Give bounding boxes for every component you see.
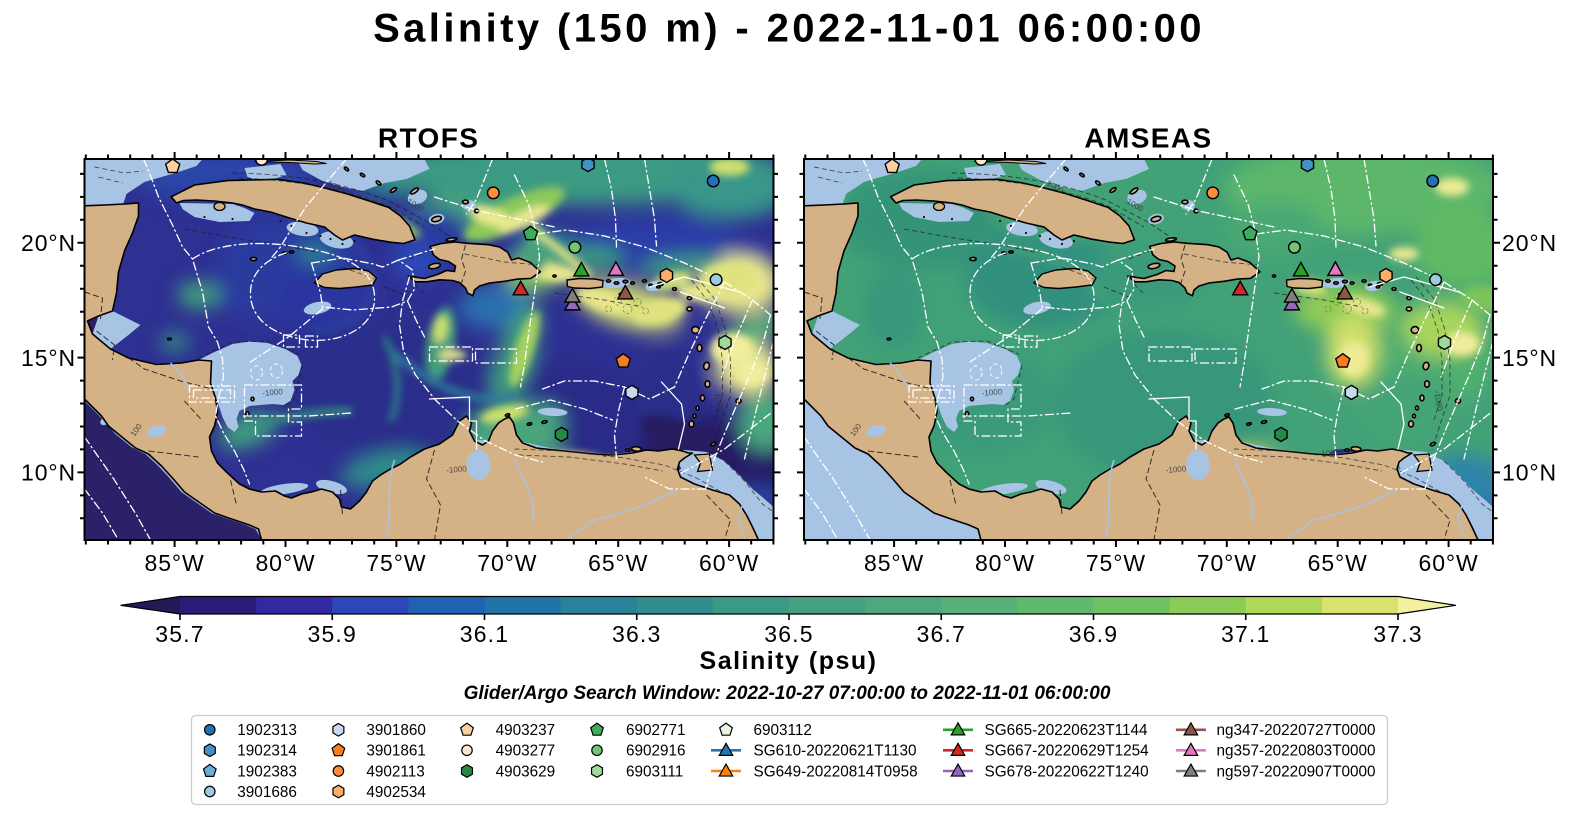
svg-text:4903277: 4903277	[496, 743, 556, 760]
svg-text:SG649-20220814T0958: SG649-20220814T0958	[754, 763, 918, 780]
svg-text:36.5: 36.5	[764, 621, 814, 647]
svg-text:Salinity (psu): Salinity (psu)	[700, 647, 878, 675]
svg-text:1902383: 1902383	[237, 763, 297, 780]
svg-text:3901860: 3901860	[366, 722, 426, 739]
svg-text:65°W: 65°W	[588, 550, 648, 576]
svg-text:80°W: 80°W	[975, 550, 1035, 576]
svg-text:SG678-20220622T1240: SG678-20220622T1240	[985, 763, 1149, 780]
svg-text:1902314: 1902314	[237, 743, 297, 760]
svg-text:10°N: 10°N	[1502, 460, 1557, 486]
svg-text:Salinity (150 m) - 2022-11-01: Salinity (150 m) - 2022-11-01 06:00:00	[373, 7, 1205, 51]
svg-text:75°W: 75°W	[1086, 550, 1146, 576]
svg-text:10°N: 10°N	[21, 460, 76, 486]
svg-text:ng357-20220803T0000: ng357-20220803T0000	[1217, 743, 1376, 760]
svg-text:1902313: 1902313	[237, 722, 297, 739]
svg-text:6902916: 6902916	[626, 743, 686, 760]
svg-text:70°W: 70°W	[1197, 550, 1257, 576]
svg-text:SG610-20220621T1130: SG610-20220621T1130	[754, 743, 917, 760]
svg-text:36.3: 36.3	[612, 621, 662, 647]
svg-text:RTOFS: RTOFS	[378, 123, 479, 154]
svg-text:37.3: 37.3	[1373, 621, 1423, 647]
svg-text:4903237: 4903237	[496, 722, 556, 739]
svg-text:80°W: 80°W	[255, 550, 315, 576]
svg-text:6902771: 6902771	[626, 722, 686, 739]
svg-text:4903629: 4903629	[496, 763, 556, 780]
svg-text:85°W: 85°W	[864, 550, 924, 576]
svg-text:20°N: 20°N	[1502, 230, 1557, 256]
svg-text:36.1: 36.1	[460, 621, 510, 647]
svg-text:Glider/Argo Search Window: 202: Glider/Argo Search Window: 2022-10-27 07…	[464, 683, 1111, 704]
svg-text:6903111: 6903111	[626, 763, 683, 780]
svg-text:AMSEAS: AMSEAS	[1084, 123, 1212, 154]
svg-text:35.9: 35.9	[307, 621, 357, 647]
svg-text:4902534: 4902534	[366, 784, 426, 801]
svg-text:SG667-20220629T1254: SG667-20220629T1254	[985, 743, 1150, 760]
svg-text:15°N: 15°N	[21, 345, 76, 371]
svg-text:6903112: 6903112	[754, 722, 812, 739]
svg-text:ng347-20220727T0000: ng347-20220727T0000	[1217, 722, 1376, 739]
svg-text:85°W: 85°W	[145, 550, 205, 576]
svg-text:35.7: 35.7	[155, 621, 205, 647]
svg-text:3901686: 3901686	[237, 784, 297, 801]
svg-text:20°N: 20°N	[21, 230, 76, 256]
svg-text:36.9: 36.9	[1069, 621, 1119, 647]
svg-text:3901861: 3901861	[366, 743, 426, 760]
svg-text:65°W: 65°W	[1308, 550, 1368, 576]
svg-text:ng597-20220907T0000: ng597-20220907T0000	[1217, 763, 1376, 780]
svg-text:70°W: 70°W	[477, 550, 537, 576]
svg-text:4902113: 4902113	[366, 763, 424, 780]
svg-text:60°W: 60°W	[699, 550, 759, 576]
svg-text:15°N: 15°N	[1502, 345, 1557, 371]
svg-text:SG665-20220623T1144: SG665-20220623T1144	[985, 722, 1149, 739]
svg-text:36.7: 36.7	[916, 621, 966, 647]
svg-text:75°W: 75°W	[366, 550, 426, 576]
svg-text:37.1: 37.1	[1221, 621, 1271, 647]
svg-text:60°W: 60°W	[1419, 550, 1479, 576]
